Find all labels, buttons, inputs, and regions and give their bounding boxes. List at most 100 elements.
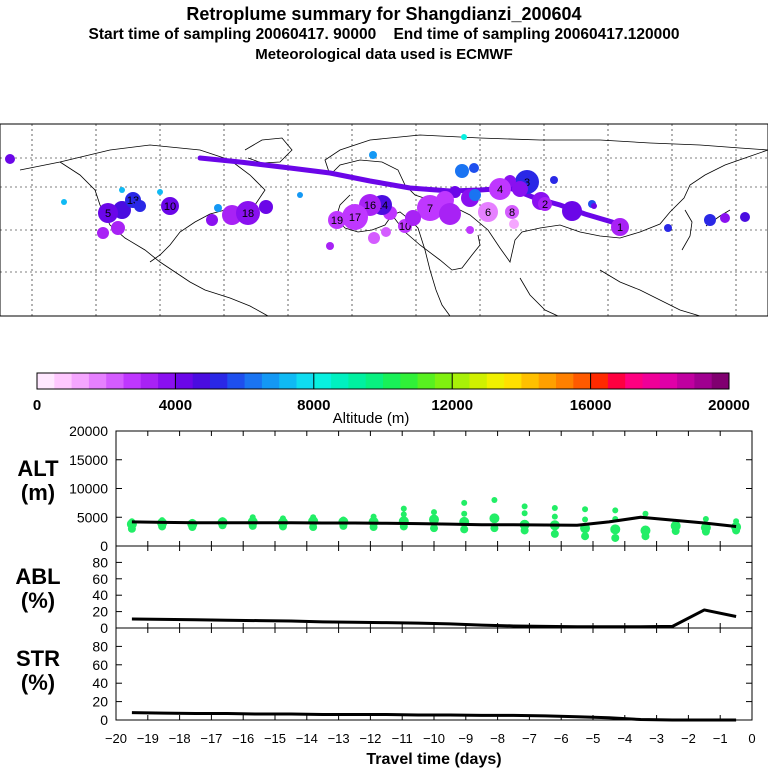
colorbar-segment — [694, 373, 713, 389]
plume-marker — [512, 181, 528, 197]
y-tick-label: 20 — [92, 694, 108, 710]
altitude-scatter-point — [461, 499, 468, 506]
map-coastline — [681, 209, 693, 251]
plume-marker — [720, 213, 730, 223]
x-tick-label: −6 — [554, 731, 569, 746]
plume-marker-day-label: 18 — [242, 208, 254, 220]
y-tick-label: 80 — [92, 638, 108, 654]
colorbar-segment — [659, 373, 678, 389]
colorbar-segment — [261, 373, 280, 389]
altitude-scatter-point — [610, 524, 621, 535]
colorbar-tick-label: 12000 — [431, 397, 473, 414]
panel-alt: 0 5000 10000 15000 20000 ALT(m) — [17, 423, 753, 554]
plume-marker-day-label: 19 — [331, 215, 343, 227]
plume-marker-day-label: 10 — [164, 201, 176, 213]
panel-frame — [115, 627, 753, 721]
colorbar-label: Altitude (m) — [333, 410, 410, 427]
x-tick-label: −16 — [232, 731, 254, 746]
y-axis-label: STR — [16, 646, 60, 671]
colorbar-segment — [625, 373, 643, 389]
plume-marker-day-label: 17 — [349, 212, 361, 224]
plume-marker-day-label: 6 — [485, 207, 491, 219]
map-graticule — [0, 124, 768, 316]
plume-marker — [740, 212, 750, 222]
y-tick-label: 40 — [92, 675, 108, 691]
colorbar-segment — [54, 373, 73, 389]
altitude-scatter-point — [249, 514, 256, 521]
plume-marker — [538, 197, 552, 211]
x-tick-label: 0 — [748, 731, 755, 746]
colorbar-segment — [71, 373, 90, 389]
x-axis-label: Travel time (days) — [366, 751, 501, 768]
y-tick-label: 80 — [92, 554, 108, 570]
altitude-scatter-point — [582, 506, 589, 513]
plume-marker — [369, 151, 377, 159]
plume-marker — [562, 201, 582, 221]
y-tick-label: 10000 — [69, 481, 108, 497]
colorbar-segment — [106, 373, 124, 389]
x-tick-label: −13 — [328, 731, 350, 746]
altitude-scatter-point — [642, 510, 649, 517]
plume-marker — [326, 242, 334, 250]
plume-marker-day-label: 5 — [105, 208, 111, 220]
x-tick-label: −17 — [200, 731, 222, 746]
x-tick-label: −8 — [490, 731, 505, 746]
map-coastline — [519, 277, 559, 317]
sampling-time-subtitle: Start time of sampling 20060417. 90000 E… — [88, 26, 680, 43]
altitude-scatter-point — [581, 532, 590, 541]
colorbar-segment — [486, 373, 505, 389]
y-tick-label: 0 — [100, 712, 108, 728]
plume-marker — [509, 219, 519, 229]
plume-marker — [214, 204, 222, 212]
plume-marker — [455, 164, 469, 178]
plume-marker-day-label: 3 — [524, 177, 530, 189]
altitude-scatter-point — [370, 513, 377, 520]
altitude-scatter-point — [310, 514, 317, 521]
x-tick-label: −9 — [458, 731, 473, 746]
colorbar-segment — [158, 373, 176, 389]
y-tick-label: 60 — [92, 657, 108, 673]
plume-marker — [461, 134, 467, 140]
plume-marker — [466, 226, 474, 234]
colorbar-segment — [140, 373, 159, 389]
colorbar-segment — [504, 373, 522, 389]
plume-marker — [417, 195, 443, 221]
plume-marker — [489, 178, 511, 200]
x-tick-label: −5 — [586, 731, 601, 746]
x-axis: −20 −19 −18 −17 −16 −15 −14 −13 −12 −11 −10 −9 −8 −7−… — [105, 731, 756, 768]
y-tick-label: 5000 — [77, 509, 108, 525]
y-tick-label: 40 — [92, 587, 108, 603]
colorbar-segment — [469, 373, 488, 389]
y-tick-label: 60 — [92, 571, 108, 587]
colorbar-tick-label: 0 — [33, 397, 41, 414]
x-tick-label: −1 — [713, 731, 728, 746]
plume-marker — [469, 189, 481, 201]
x-tick-label: −4 — [617, 731, 632, 746]
plume-marker — [157, 189, 163, 195]
x-tick-label: −10 — [423, 731, 445, 746]
altitude-scatter-point — [431, 509, 437, 516]
altitude-scatter-point — [461, 510, 468, 517]
colorbar-segment — [365, 373, 384, 389]
colorbar-tick-label: 8000 — [297, 397, 330, 414]
altitude-scatter-point — [340, 516, 347, 523]
altitude-scatter-point — [521, 503, 528, 510]
x-tick-label: −18 — [169, 731, 191, 746]
colorbar-segment — [573, 373, 592, 389]
colorbar-segment — [348, 373, 367, 389]
colorbar-segment — [313, 373, 332, 389]
colorbar-segment — [452, 373, 470, 389]
colorbar-segment — [434, 373, 453, 389]
panel-frame — [115, 545, 753, 629]
plume-marker — [259, 200, 273, 214]
plume-marker — [439, 203, 461, 225]
plume-marker — [704, 214, 716, 226]
plume-marker — [98, 203, 118, 223]
altitude-scatter-point — [733, 518, 740, 525]
plume-marker — [5, 154, 15, 164]
plume-marker — [381, 227, 391, 237]
y-axis-label: ALT — [17, 456, 59, 481]
x-tick-label: −14 — [296, 731, 318, 746]
